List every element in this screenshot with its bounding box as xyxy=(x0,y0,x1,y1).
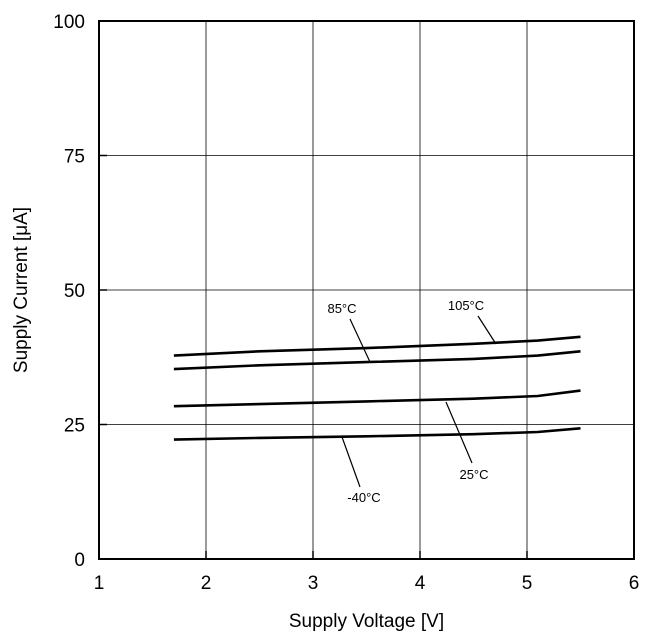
series-line xyxy=(173,389,581,408)
series-label: -40°C xyxy=(347,490,380,505)
series-line xyxy=(173,427,581,441)
x-tick-label: 2 xyxy=(201,573,212,594)
series-labels: 105°C 85°C 25°C -40°C xyxy=(327,298,497,505)
x-tick-label: 6 xyxy=(629,573,640,594)
tick-labels: 1 2 3 4 5 6 0 25 50 75 100 xyxy=(53,12,639,594)
series-line xyxy=(173,335,581,357)
series-leader-line xyxy=(349,318,371,363)
series-leader-line xyxy=(477,315,497,345)
plot-frame xyxy=(98,20,635,560)
y-tick-label: 75 xyxy=(64,147,85,168)
series-leader-line xyxy=(341,436,361,488)
series-label: 85°C xyxy=(327,301,356,316)
x-axis-title: Supply Voltage [V] xyxy=(289,611,444,632)
x-tick-label: 1 xyxy=(94,573,105,594)
y-axis-title: Supply Current [μA] xyxy=(11,207,32,373)
x-tick-label: 4 xyxy=(415,573,426,594)
series-line xyxy=(173,350,581,371)
x-tick-label: 3 xyxy=(308,573,319,594)
y-tick-label: 25 xyxy=(64,416,85,437)
y-tick-label: 100 xyxy=(53,12,85,33)
y-tick-label: 50 xyxy=(64,281,85,302)
series-label: 25°C xyxy=(459,467,488,482)
series-lines xyxy=(173,335,581,441)
grid xyxy=(98,20,635,560)
series-leader-line xyxy=(445,401,473,464)
y-tick-label: 0 xyxy=(74,550,85,571)
series-label: 105°C xyxy=(448,298,484,313)
x-tick-label: 5 xyxy=(522,573,533,594)
